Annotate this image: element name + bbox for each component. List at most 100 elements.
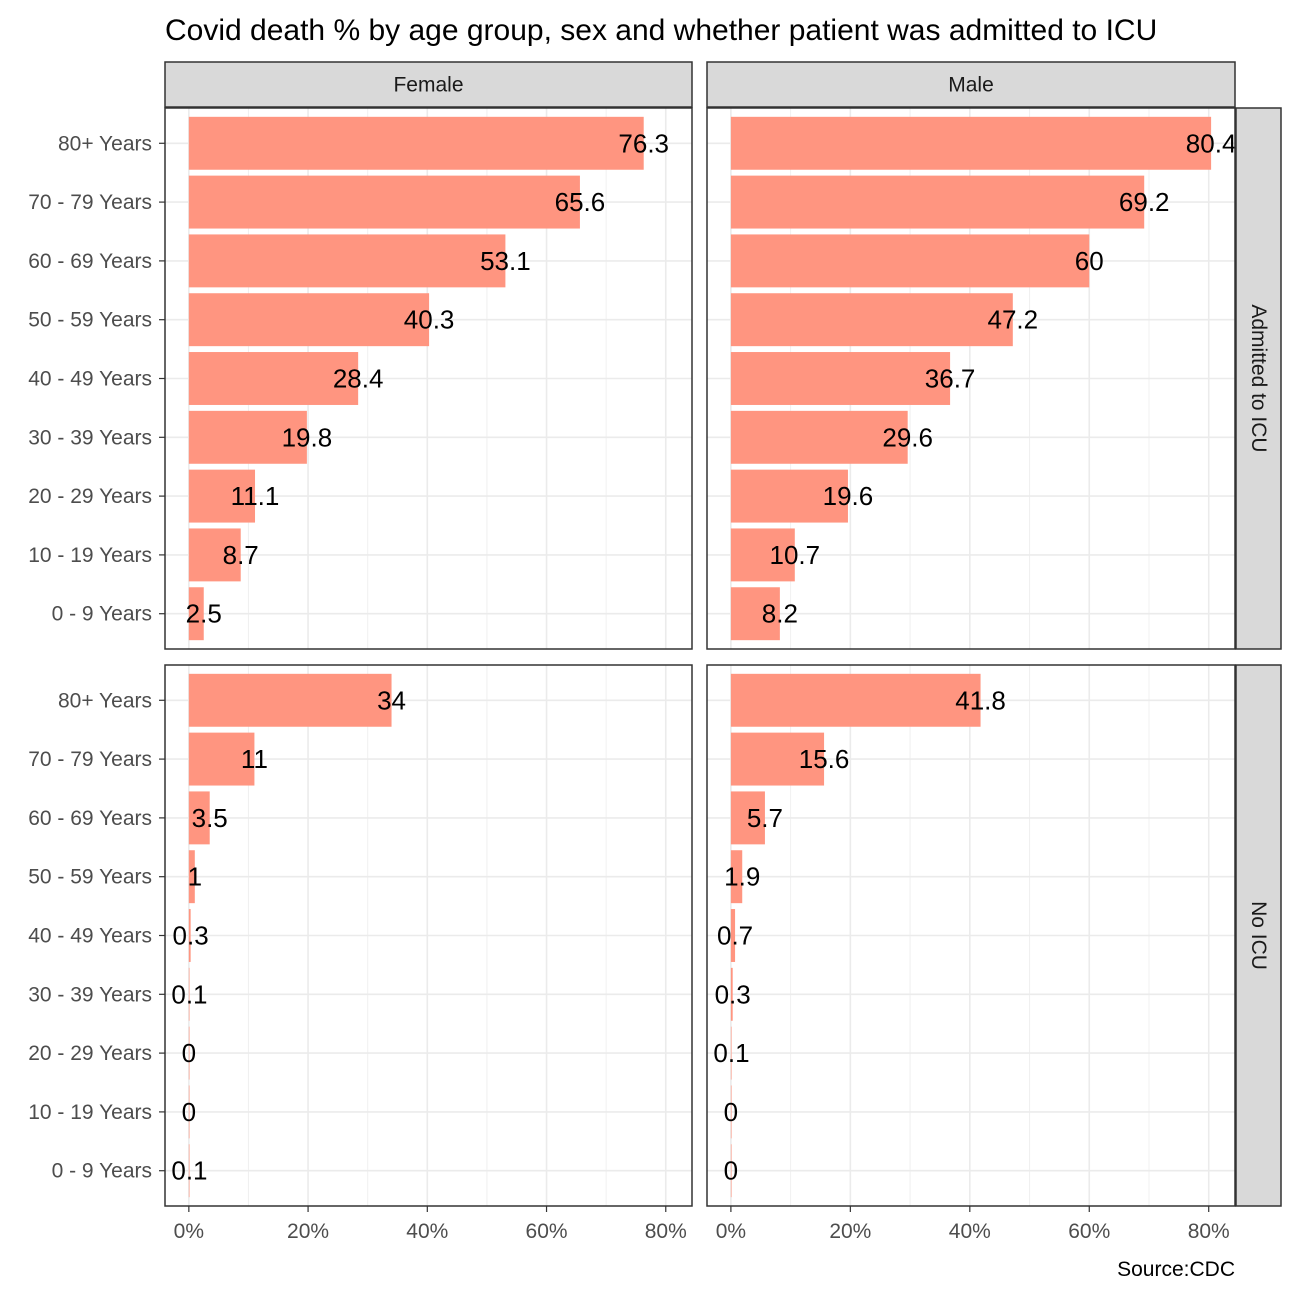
- bar-0-9-years: [188, 587, 204, 641]
- data-label-60-69-years: 3.5: [192, 803, 228, 833]
- bar-10-19-years: [730, 1085, 732, 1139]
- data-label-0-9-years: 2.5: [186, 599, 222, 629]
- data-label-50-59-years: 47.2: [988, 305, 1039, 335]
- x-tick-label: 80%: [1188, 1220, 1230, 1243]
- bar-80-years: [188, 673, 392, 727]
- bar-30-39-years: [188, 967, 190, 1021]
- data-label-50-59-years: 1.9: [724, 862, 760, 892]
- data-label-10-19-years: 10.7: [769, 540, 820, 570]
- data-label-20-29-years: 19.6: [823, 481, 874, 511]
- strip-male: [706, 61, 1236, 108]
- data-label-80-years: 34: [377, 685, 406, 715]
- y-tick-label-20-29-years: 20 - 29 Years: [28, 485, 152, 508]
- panel-male-no-icu: 0 0 0.1 0.3 0.7 1.9 5.7 15.6 41.8 0% 20% 40% 60% 80%: [706, 664, 1236, 1243]
- panel-border: [706, 107, 1236, 650]
- data-label-30-39-years: 29.6: [882, 422, 933, 452]
- bar-40-49-years: [188, 352, 359, 405]
- data-label-50-59-years: 40.3: [404, 305, 455, 335]
- y-tick-label-60-69-years: 60 - 69 Years: [28, 250, 152, 273]
- y-tick-label-20-29-years: 20 - 29 Years: [28, 1042, 152, 1065]
- bar-20-29-years: [188, 1026, 190, 1080]
- data-label-0-9-years: 0.1: [171, 1156, 207, 1186]
- data-label-60-69-years: 5.7: [747, 803, 783, 833]
- bar-80-years: [730, 116, 1212, 170]
- bar-60-69-years: [188, 234, 506, 288]
- data-label-10-19-years: 0: [724, 1097, 738, 1127]
- bar-0-9-years: [188, 1144, 190, 1198]
- panel-border: [706, 664, 1236, 1207]
- data-label-20-29-years: 11.1: [231, 481, 280, 511]
- x-tick-label: 80%: [645, 1220, 687, 1243]
- data-label-0-9-years: 8.2: [762, 599, 798, 629]
- bar-40-49-years: [730, 352, 951, 405]
- x-tick-label: 60%: [526, 1220, 568, 1243]
- data-label-30-39-years: 19.8: [282, 422, 333, 452]
- chart-title: Covid death % by age group, sex and whet…: [165, 14, 1157, 47]
- y-tick-label-80-years: 80+ Years: [58, 132, 152, 155]
- bar-60-69-years: [188, 791, 210, 845]
- y-tick-label-30-39-years: 30 - 39 Years: [28, 426, 152, 449]
- data-label-40-49-years: 28.4: [333, 364, 384, 394]
- data-label-70-79-years: 69.2: [1119, 187, 1170, 217]
- bar-30-39-years: [188, 410, 307, 464]
- y-tick-label-40-49-years: 40 - 49 Years: [28, 368, 152, 391]
- bar-20-29-years: [730, 1026, 732, 1080]
- strip-label-admitted-to-icu: Admitted to ICU: [1247, 304, 1270, 452]
- x-tick-label: 40%: [406, 1220, 448, 1243]
- bar-60-69-years: [730, 791, 765, 845]
- x-tick-label: 20%: [287, 1220, 329, 1243]
- y-tick-label-0-9-years: 0 - 9 Years: [52, 603, 152, 626]
- bar-70-79-years: [730, 175, 1145, 229]
- data-label-0-9-years: 0: [724, 1156, 738, 1186]
- y-tick-label-30-39-years: 30 - 39 Years: [28, 983, 152, 1006]
- x-tick-label: 40%: [949, 1220, 991, 1243]
- data-label-30-39-years: 0.3: [715, 979, 751, 1009]
- data-label-70-79-years: 65.6: [555, 187, 606, 217]
- bar-50-59-years: [188, 293, 430, 347]
- strip-label-female: Female: [393, 74, 463, 97]
- data-label-70-79-years: 11: [241, 744, 268, 774]
- x-tick-label: 0%: [716, 1220, 746, 1243]
- bar-50-59-years: [730, 293, 1013, 347]
- bar-80-years: [188, 116, 644, 170]
- bar-70-79-years: [730, 732, 825, 786]
- bar-80-years: [730, 673, 981, 727]
- panel-female-no-icu: 0.1 0 0 0.1 0.3 1 3.5 11 34 0 - 9 Years 10 - 19 Ye…: [28, 664, 693, 1243]
- bar-10-19-years: [730, 528, 795, 582]
- x-tick-label: 0%: [174, 1220, 204, 1243]
- panel-female-admitted-to-icu: 2.58.7 11.119.828.4 40.3 53.1 65.6 76.3 0 - 9 …: [28, 107, 693, 650]
- bar-0-9-years: [730, 587, 780, 641]
- chart-caption: Source:CDC: [1117, 1258, 1235, 1281]
- y-tick-label-50-59-years: 50 - 59 Years: [28, 866, 152, 889]
- y-tick-label-10-19-years: 10 - 19 Years: [28, 544, 152, 567]
- y-tick-label-70-79-years: 70 - 79 Years: [28, 748, 152, 771]
- data-label-40-49-years: 0.7: [717, 921, 753, 951]
- x-tick-label: 20%: [829, 1220, 871, 1243]
- strip-admitted-to-icu: [1235, 107, 1282, 650]
- strip-label-male: Male: [948, 74, 994, 97]
- y-tick-label-80-years: 80+ Years: [58, 689, 152, 712]
- panel-male-admitted-to-icu: 8.2 10.719.6 29.6 36.7 47.2 60 69.2 80.4: [706, 107, 1236, 650]
- data-label-20-29-years: 0.1: [713, 1038, 749, 1068]
- y-tick-label-70-79-years: 70 - 79 Years: [28, 191, 152, 214]
- y-tick-label-0-9-years: 0 - 9 Years: [52, 1160, 152, 1183]
- data-label-80-years: 76.3: [618, 128, 669, 158]
- strip-female: [164, 61, 693, 108]
- bar-40-49-years: [730, 909, 736, 962]
- x-tick-label: 60%: [1068, 1220, 1110, 1243]
- bar-30-39-years: [730, 410, 908, 464]
- data-label-20-29-years: 0: [182, 1038, 196, 1068]
- strip-label-no-icu: No ICU: [1247, 901, 1270, 970]
- bar-20-29-years: [188, 469, 256, 523]
- bar-50-59-years: [730, 850, 743, 904]
- data-label-70-79-years: 15.6: [799, 744, 850, 774]
- bar-50-59-years: [188, 850, 195, 904]
- y-tick-label-40-49-years: 40 - 49 Years: [28, 925, 152, 948]
- data-label-30-39-years: 0.1: [171, 979, 207, 1009]
- y-tick-label-60-69-years: 60 - 69 Years: [28, 807, 152, 830]
- data-label-50-59-years: 1: [188, 862, 202, 892]
- bar-70-79-years: [188, 732, 255, 786]
- bar-60-69-years: [730, 234, 1090, 288]
